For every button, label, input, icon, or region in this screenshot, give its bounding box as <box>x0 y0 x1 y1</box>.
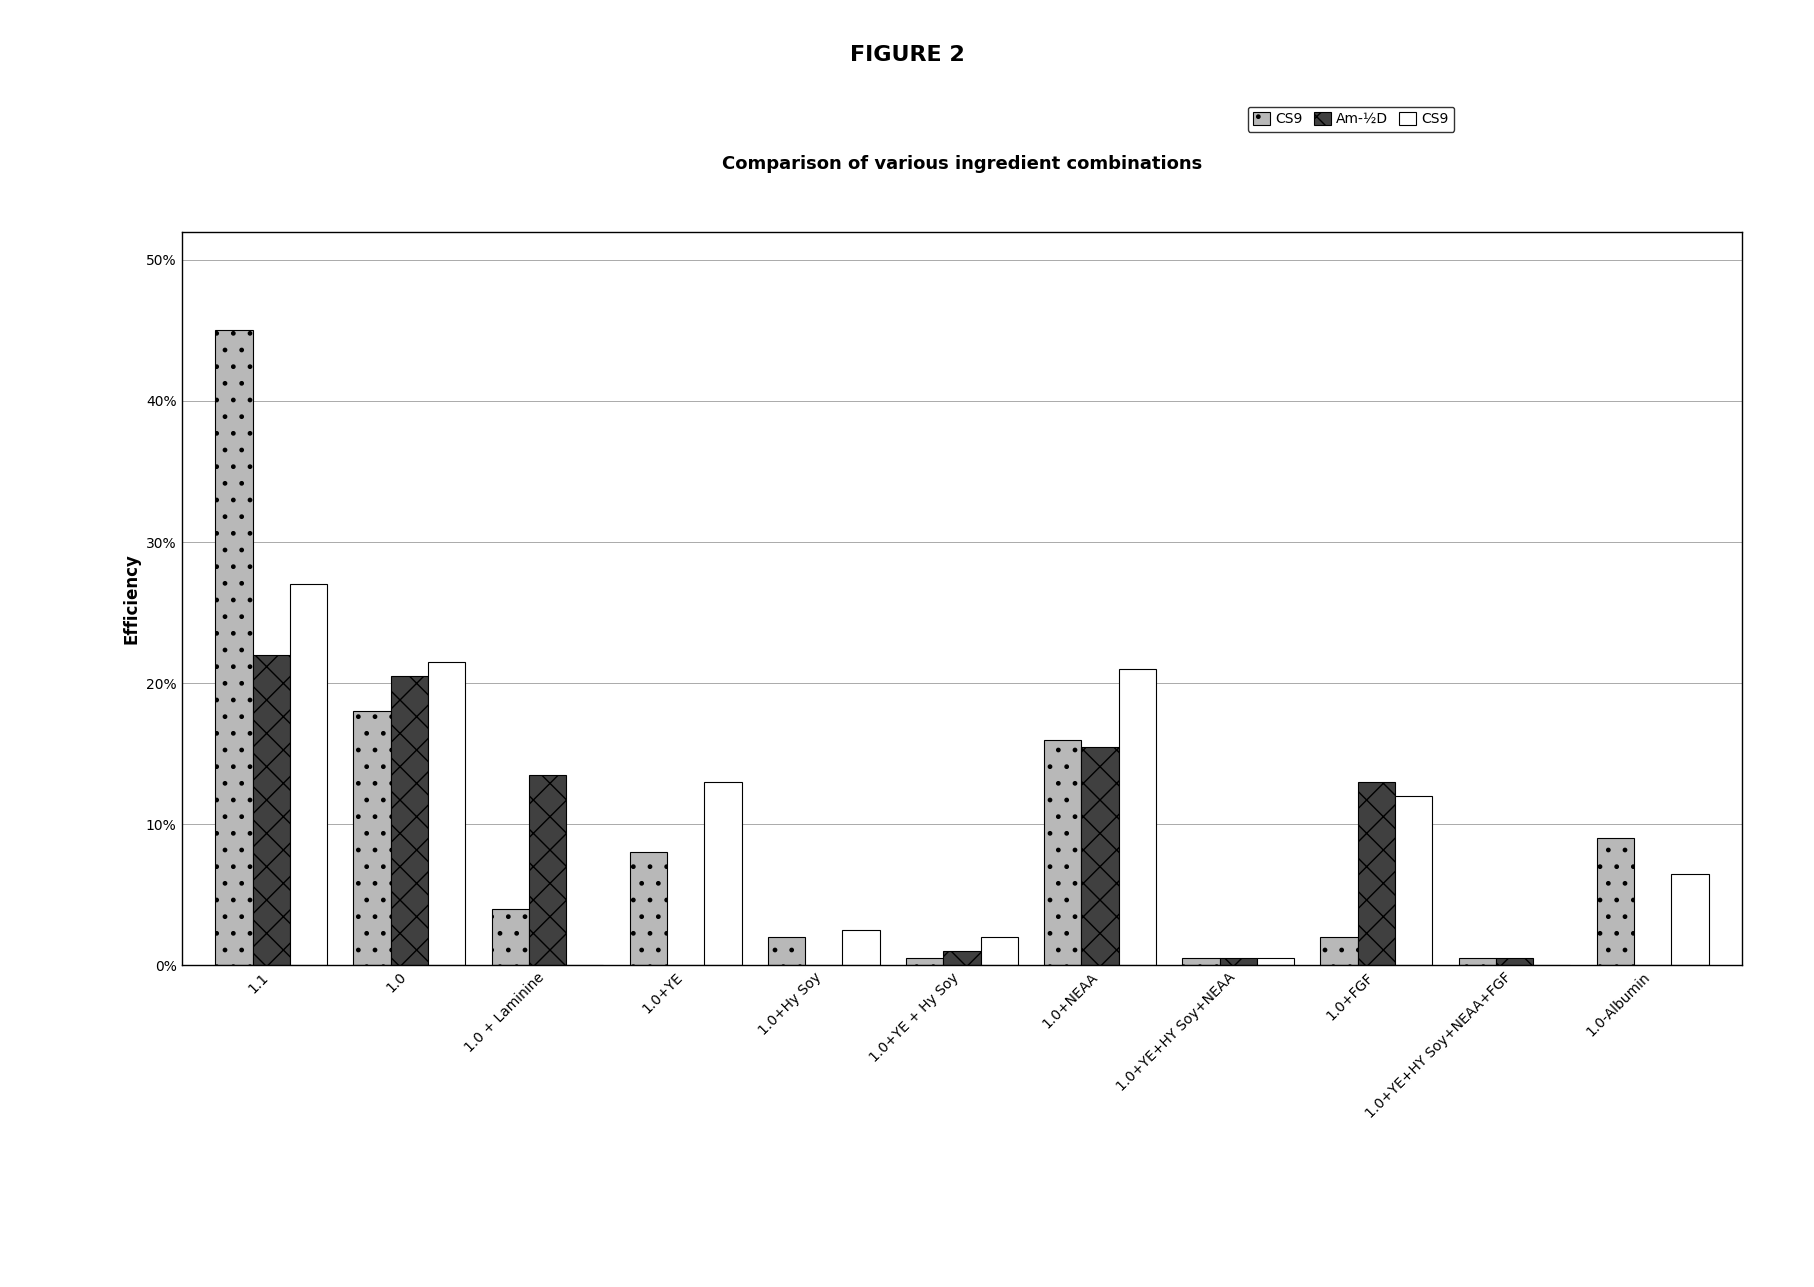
Bar <box>1219 959 1255 965</box>
Bar <box>290 584 327 965</box>
Bar <box>1117 669 1156 965</box>
Bar <box>1081 746 1117 965</box>
Bar <box>1596 838 1633 965</box>
Bar <box>1181 959 1219 965</box>
Bar <box>354 712 390 965</box>
Bar <box>1395 795 1431 965</box>
Bar <box>704 782 742 965</box>
Bar <box>1319 937 1357 965</box>
Legend: CS9, Am-½D, CS9: CS9, Am-½D, CS9 <box>1246 107 1453 131</box>
Bar <box>1458 959 1495 965</box>
Bar <box>390 676 428 965</box>
Bar <box>528 775 566 965</box>
Bar <box>905 959 943 965</box>
Title: Comparison of various ingredient combinations: Comparison of various ingredient combina… <box>722 156 1201 174</box>
Bar <box>629 852 668 965</box>
Bar <box>767 937 805 965</box>
Bar <box>428 662 464 965</box>
Bar <box>1255 959 1293 965</box>
Bar <box>943 951 980 965</box>
Bar <box>1671 874 1707 965</box>
Bar <box>980 937 1018 965</box>
Bar <box>842 931 880 965</box>
Text: FIGURE 2: FIGURE 2 <box>849 45 965 66</box>
Bar <box>492 909 528 965</box>
Bar <box>252 655 290 965</box>
Bar <box>216 331 252 965</box>
Bar <box>1043 740 1081 965</box>
Bar <box>1357 782 1395 965</box>
Y-axis label: Efficiency: Efficiency <box>122 553 140 644</box>
Bar <box>1495 959 1533 965</box>
